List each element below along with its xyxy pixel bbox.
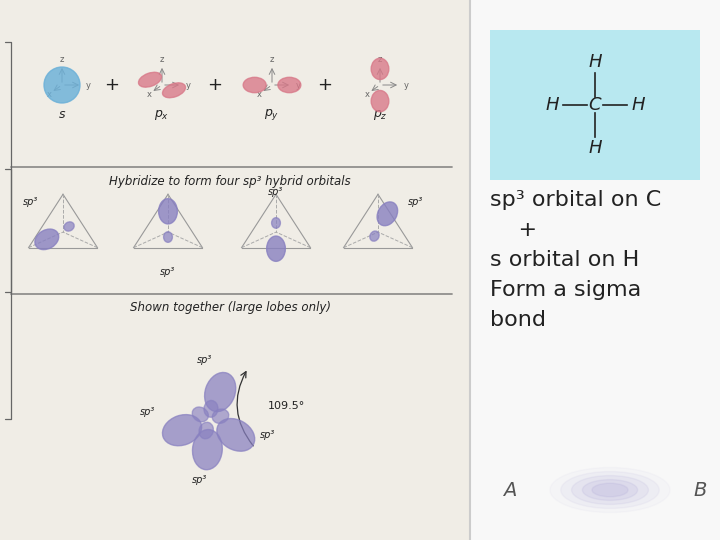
- Text: Shown together (large lobes only): Shown together (large lobes only): [130, 301, 330, 314]
- Ellipse shape: [217, 418, 255, 451]
- Ellipse shape: [192, 407, 208, 422]
- Ellipse shape: [592, 483, 628, 497]
- Text: z: z: [160, 55, 164, 64]
- Text: H: H: [588, 139, 602, 157]
- Ellipse shape: [271, 218, 280, 228]
- Ellipse shape: [138, 72, 161, 87]
- Text: y: y: [186, 80, 191, 90]
- Text: x: x: [364, 90, 369, 99]
- Ellipse shape: [199, 422, 213, 439]
- Ellipse shape: [377, 202, 397, 226]
- Text: sp³: sp³: [408, 197, 423, 207]
- Text: $p_y$: $p_y$: [264, 107, 279, 123]
- Text: $p_z$: $p_z$: [373, 108, 387, 122]
- Text: Hybridize to form four sp³ hybrid orbitals: Hybridize to form four sp³ hybrid orbita…: [109, 174, 351, 187]
- Text: $p_x$: $p_x$: [154, 108, 170, 122]
- Text: C: C: [589, 96, 601, 114]
- Ellipse shape: [163, 83, 186, 98]
- Ellipse shape: [572, 476, 649, 504]
- Text: x: x: [146, 90, 151, 99]
- Text: sp³: sp³: [261, 430, 276, 440]
- Text: sp³: sp³: [23, 197, 39, 207]
- Text: H: H: [545, 96, 559, 114]
- Text: sp³: sp³: [161, 267, 176, 277]
- Text: z: z: [60, 55, 64, 64]
- Text: Form a sigma: Form a sigma: [490, 280, 642, 300]
- Text: s orbital on H: s orbital on H: [490, 250, 639, 270]
- Text: bond: bond: [490, 310, 546, 330]
- Bar: [470, 0, 720, 540]
- Text: y: y: [403, 80, 408, 90]
- Ellipse shape: [204, 401, 218, 417]
- Bar: [490, 30, 700, 180]
- Text: sp³ orbital on C: sp³ orbital on C: [490, 190, 661, 210]
- Text: x: x: [256, 90, 261, 99]
- Text: z: z: [270, 55, 274, 64]
- Ellipse shape: [163, 232, 172, 242]
- Text: B: B: [693, 481, 707, 500]
- Text: y: y: [86, 80, 91, 90]
- Text: sp³: sp³: [140, 407, 156, 417]
- Text: A: A: [503, 481, 517, 500]
- Text: +: +: [104, 76, 120, 94]
- Text: H: H: [588, 53, 602, 71]
- Text: +: +: [490, 220, 537, 240]
- Ellipse shape: [163, 415, 202, 446]
- Text: y: y: [295, 80, 300, 90]
- Ellipse shape: [372, 91, 389, 112]
- Text: +: +: [318, 76, 333, 94]
- Ellipse shape: [64, 222, 74, 231]
- Ellipse shape: [266, 236, 285, 261]
- Text: H: H: [631, 96, 644, 114]
- Ellipse shape: [158, 199, 177, 224]
- Ellipse shape: [370, 231, 379, 241]
- Ellipse shape: [35, 229, 59, 249]
- Text: z: z: [378, 55, 382, 64]
- Ellipse shape: [550, 468, 670, 512]
- Ellipse shape: [192, 429, 222, 470]
- Text: sp³: sp³: [192, 475, 207, 485]
- Ellipse shape: [212, 409, 229, 423]
- Ellipse shape: [561, 471, 660, 509]
- Text: +: +: [207, 76, 222, 94]
- Text: s: s: [59, 109, 66, 122]
- Ellipse shape: [372, 58, 389, 79]
- Text: sp³: sp³: [269, 187, 284, 197]
- Ellipse shape: [278, 77, 301, 93]
- Ellipse shape: [582, 480, 638, 501]
- Text: 109.5°: 109.5°: [268, 401, 305, 411]
- Text: sp³: sp³: [197, 355, 212, 365]
- Ellipse shape: [243, 77, 266, 93]
- Ellipse shape: [204, 373, 235, 411]
- Circle shape: [44, 67, 80, 103]
- Text: x: x: [47, 90, 52, 99]
